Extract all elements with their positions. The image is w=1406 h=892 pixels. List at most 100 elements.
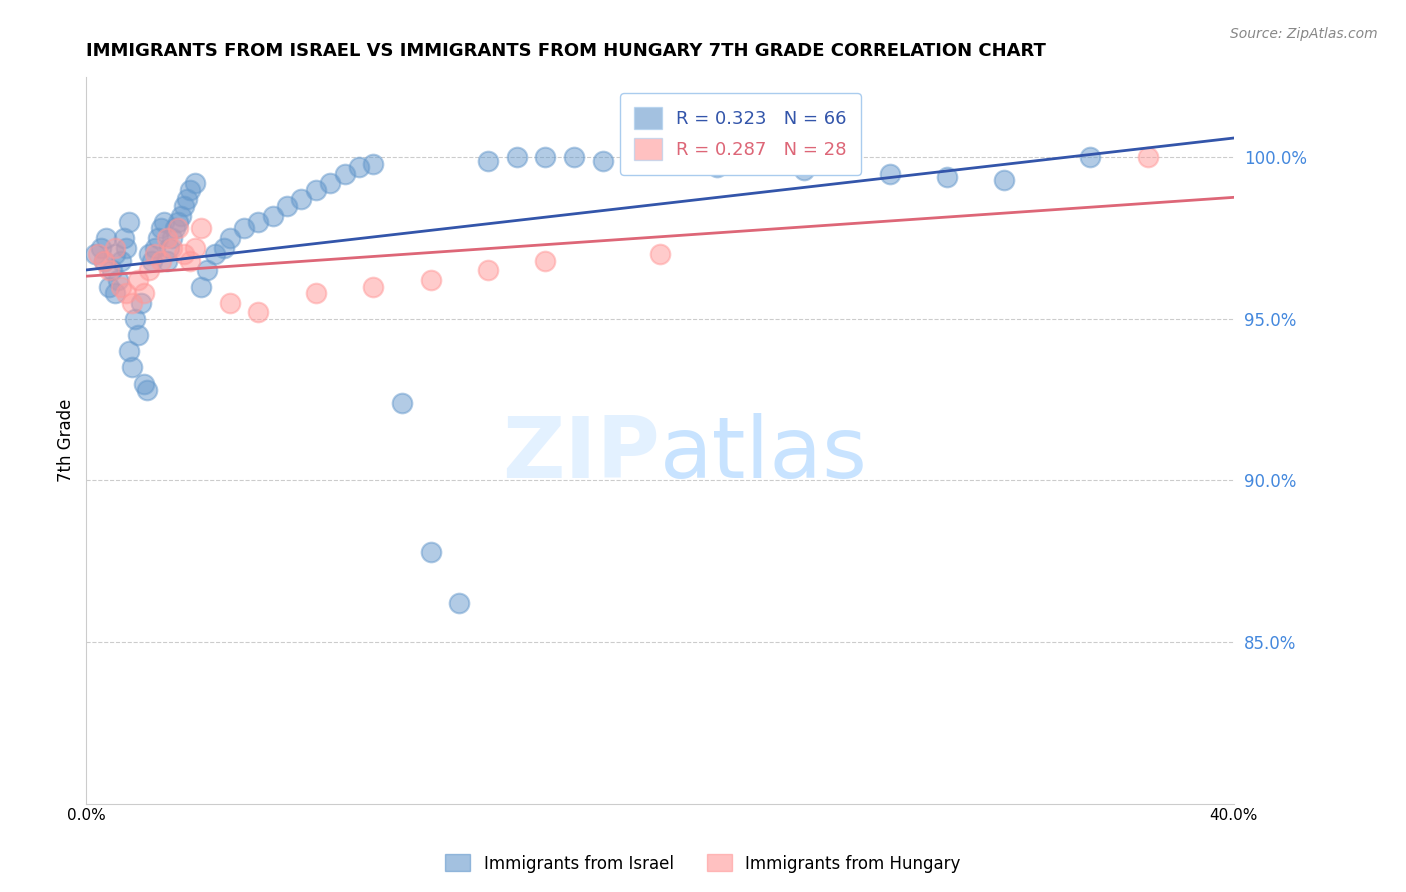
Immigrants from Israel xyxy=(167,215,190,229)
Immigrants from Israel xyxy=(233,221,256,235)
Immigrants from Israel xyxy=(118,344,141,359)
Immigrants from Israel xyxy=(204,247,226,261)
Immigrants from Israel xyxy=(212,241,235,255)
Immigrants from Hungary xyxy=(115,286,138,301)
Immigrants from Israel xyxy=(165,221,187,235)
Immigrants from Israel xyxy=(143,241,166,255)
Text: Source: ZipAtlas.com: Source: ZipAtlas.com xyxy=(1230,27,1378,41)
Immigrants from Israel xyxy=(505,150,527,164)
Immigrants from Hungary xyxy=(93,253,115,268)
Immigrants from Israel xyxy=(262,209,284,223)
Immigrants from Hungary xyxy=(648,247,671,261)
Immigrants from Israel xyxy=(184,176,207,190)
Immigrants from Hungary xyxy=(305,286,328,301)
Immigrants from Israel xyxy=(124,312,146,326)
Immigrants from Israel xyxy=(129,295,152,310)
Immigrants from Israel xyxy=(176,193,198,207)
Immigrants from Israel xyxy=(534,150,557,164)
Text: IMMIGRANTS FROM ISRAEL VS IMMIGRANTS FROM HUNGARY 7TH GRADE CORRELATION CHART: IMMIGRANTS FROM ISRAEL VS IMMIGRANTS FRO… xyxy=(86,42,1046,60)
Immigrants from Israel xyxy=(115,241,138,255)
Immigrants from Israel xyxy=(218,231,240,245)
Immigrants from Hungary xyxy=(110,279,132,293)
Immigrants from Israel xyxy=(391,396,413,410)
Immigrants from Hungary xyxy=(477,263,499,277)
Immigrants from Hungary xyxy=(179,253,201,268)
Immigrants from Israel xyxy=(149,221,172,235)
Immigrants from Hungary xyxy=(419,273,441,287)
Immigrants from Israel xyxy=(706,160,728,174)
Immigrants from Israel xyxy=(319,176,342,190)
Immigrants from Hungary xyxy=(162,241,184,255)
Immigrants from Hungary xyxy=(247,305,270,319)
Immigrants from Israel xyxy=(419,544,441,558)
Immigrants from Israel xyxy=(90,241,112,255)
Immigrants from Hungary xyxy=(156,231,179,245)
Immigrants from Israel xyxy=(83,247,105,261)
Immigrants from Hungary xyxy=(87,247,110,261)
Legend: Immigrants from Israel, Immigrants from Hungary: Immigrants from Israel, Immigrants from … xyxy=(439,847,967,880)
Immigrants from Israel xyxy=(104,286,127,301)
Immigrants from Israel xyxy=(333,167,356,181)
Immigrants from Israel xyxy=(190,279,212,293)
Immigrants from Hungary xyxy=(121,295,143,310)
Immigrants from Israel xyxy=(110,253,132,268)
Text: ZIP: ZIP xyxy=(502,413,659,496)
Immigrants from Hungary xyxy=(361,279,384,293)
Immigrants from Israel xyxy=(96,231,118,245)
Y-axis label: 7th Grade: 7th Grade xyxy=(58,399,75,482)
Immigrants from Israel xyxy=(135,383,157,397)
Immigrants from Israel xyxy=(879,167,901,181)
Immigrants from Israel xyxy=(141,253,163,268)
Immigrants from Israel xyxy=(793,163,815,178)
Immigrants from Hungary xyxy=(184,241,207,255)
Immigrants from Hungary xyxy=(173,247,195,261)
Immigrants from Israel xyxy=(179,183,201,197)
Immigrants from Israel xyxy=(101,263,124,277)
Immigrants from Hungary xyxy=(104,241,127,255)
Immigrants from Israel xyxy=(98,279,121,293)
Immigrants from Israel xyxy=(170,209,193,223)
Immigrants from Israel xyxy=(1080,150,1102,164)
Immigrants from Israel xyxy=(159,241,181,255)
Immigrants from Israel xyxy=(648,157,671,171)
Immigrants from Israel xyxy=(993,173,1015,187)
Immigrants from Israel xyxy=(173,199,195,213)
Immigrants from Israel xyxy=(118,215,141,229)
Immigrants from Israel xyxy=(107,273,129,287)
Immigrants from Israel xyxy=(132,376,155,391)
Immigrants from Israel xyxy=(162,231,184,245)
Immigrants from Israel xyxy=(146,231,169,245)
Immigrants from Hungary xyxy=(218,295,240,310)
Immigrants from Israel xyxy=(104,247,127,261)
Immigrants from Hungary xyxy=(149,253,172,268)
Immigrants from Israel xyxy=(195,263,218,277)
Immigrants from Israel xyxy=(112,231,135,245)
Immigrants from Israel xyxy=(562,150,585,164)
Legend: R = 0.323   N = 66, R = 0.287   N = 28: R = 0.323 N = 66, R = 0.287 N = 28 xyxy=(620,93,860,175)
Immigrants from Israel xyxy=(127,328,149,343)
Immigrants from Hungary xyxy=(143,247,166,261)
Immigrants from Israel xyxy=(305,183,328,197)
Text: atlas: atlas xyxy=(659,413,868,496)
Immigrants from Israel xyxy=(152,215,174,229)
Immigrants from Israel xyxy=(361,157,384,171)
Immigrants from Hungary xyxy=(1136,150,1159,164)
Immigrants from Hungary xyxy=(98,263,121,277)
Immigrants from Israel xyxy=(477,153,499,168)
Immigrants from Hungary xyxy=(138,263,160,277)
Immigrants from Israel xyxy=(138,247,160,261)
Immigrants from Israel xyxy=(592,153,614,168)
Immigrants from Israel xyxy=(247,215,270,229)
Immigrants from Israel xyxy=(290,193,312,207)
Immigrants from Hungary xyxy=(132,286,155,301)
Immigrants from Israel xyxy=(936,169,959,184)
Immigrants from Israel xyxy=(93,253,115,268)
Immigrants from Israel xyxy=(156,253,179,268)
Immigrants from Hungary xyxy=(167,221,190,235)
Immigrants from Hungary xyxy=(534,253,557,268)
Immigrants from Hungary xyxy=(127,273,149,287)
Immigrants from Israel xyxy=(449,596,471,610)
Immigrants from Israel xyxy=(276,199,298,213)
Immigrants from Israel xyxy=(347,160,370,174)
Immigrants from Israel xyxy=(121,360,143,375)
